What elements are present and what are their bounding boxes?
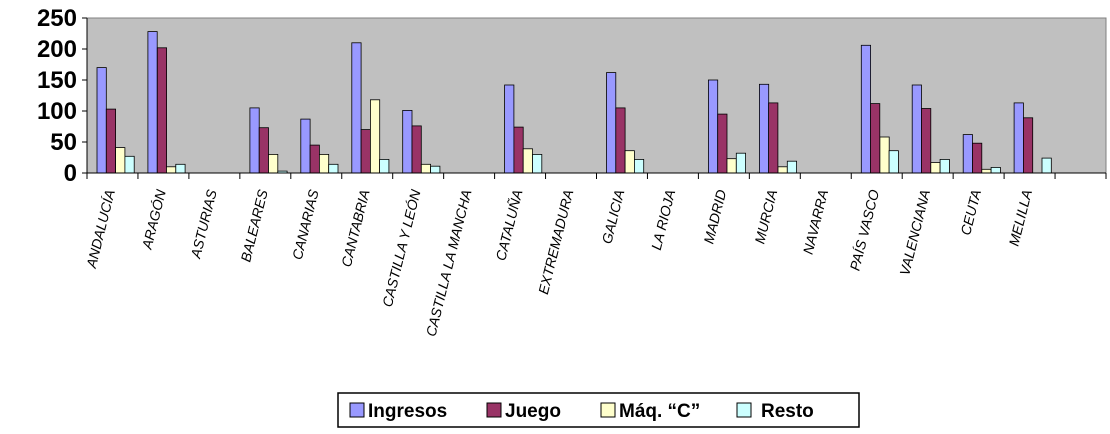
y-tick-label: 250 bbox=[37, 5, 77, 32]
x-tick-label: GALICIA bbox=[599, 188, 628, 245]
bar-juego-18 bbox=[1023, 117, 1034, 174]
bar-juego-6 bbox=[411, 125, 422, 174]
bar-resto-13 bbox=[786, 160, 797, 174]
bar-juego-13 bbox=[768, 102, 779, 174]
bar-ingresos-13 bbox=[759, 83, 770, 174]
x-tick-label: LA RIOJA bbox=[648, 188, 678, 252]
bar-ingresos-17 bbox=[962, 134, 973, 174]
bar-ingresos-8 bbox=[504, 84, 515, 174]
bar-resto-4 bbox=[328, 163, 339, 174]
bar-juego-17 bbox=[972, 142, 983, 174]
x-tick-label: MELILLA bbox=[1006, 188, 1035, 248]
bar-m-q-c--6 bbox=[420, 163, 431, 174]
bar-resto-10 bbox=[634, 158, 645, 174]
bar-m-q-c--10 bbox=[624, 150, 635, 174]
bar-resto-15 bbox=[888, 150, 899, 174]
bar-m-q-c--3 bbox=[268, 153, 279, 174]
bar-m-q-c--15 bbox=[879, 136, 890, 174]
bar-ingresos-12 bbox=[708, 79, 719, 174]
y-tick-label: 0 bbox=[64, 160, 77, 187]
x-tick-label: PAÍS VASCO bbox=[847, 188, 883, 273]
legend-label: Máq. “C” bbox=[619, 401, 700, 422]
bar-m-q-c--13 bbox=[777, 166, 788, 174]
bar-resto-1 bbox=[175, 163, 186, 174]
bar-ingresos-0 bbox=[96, 67, 107, 174]
bars-group bbox=[96, 31, 1052, 174]
bar-resto-5 bbox=[379, 158, 390, 174]
bar-juego-10 bbox=[615, 107, 626, 174]
x-tick-label: ARAGÓN bbox=[138, 187, 169, 252]
legend: Ingresos Juego Máq. “C” Resto bbox=[337, 392, 860, 428]
bar-resto-6 bbox=[430, 165, 441, 174]
legend-label: Resto bbox=[761, 401, 814, 422]
x-tick-label: VALENCIANA bbox=[896, 188, 933, 277]
bar-juego-8 bbox=[513, 126, 524, 174]
bar-m-q-c--8 bbox=[522, 148, 533, 174]
bar-ingresos-5 bbox=[351, 42, 362, 174]
y-axis: 0 50 100 150 200 250 bbox=[37, 5, 88, 187]
bar-resto-16 bbox=[939, 158, 950, 174]
x-axis: ANDALUCÍA ARAGÓN ASTURIAS BALEARES CANARIAS C… bbox=[83, 172, 1107, 338]
y-tick-label: 100 bbox=[37, 98, 77, 125]
legend-label: Juego bbox=[505, 401, 561, 422]
bar-ingresos-16 bbox=[911, 84, 922, 174]
x-tick-label: ANDALUCÍA bbox=[83, 188, 118, 271]
bar-ingresos-4 bbox=[300, 118, 311, 174]
x-tick-label: CANTABRIA bbox=[338, 188, 373, 269]
bar-ingresos-6 bbox=[402, 110, 413, 174]
bar-resto-0 bbox=[124, 155, 135, 174]
bar-m-q-c--16 bbox=[930, 162, 941, 174]
x-tick-label: CATALUÑA bbox=[492, 188, 525, 262]
legend-swatch-ingresos bbox=[349, 402, 365, 418]
bar-ingresos-15 bbox=[860, 44, 871, 174]
bar-m-q-c--1 bbox=[166, 166, 177, 174]
x-tick-label: CASTILLA LA MANCHA bbox=[423, 188, 475, 338]
x-tick-label: NAVARRA bbox=[800, 188, 832, 256]
bar-m-q-c--12 bbox=[726, 158, 737, 174]
bar-resto-18 bbox=[1041, 157, 1052, 174]
plot-area bbox=[86, 17, 1107, 174]
bar-juego-5 bbox=[360, 129, 371, 174]
x-tick-label: CASTILLA Y LEÓN bbox=[379, 187, 424, 309]
bar-m-q-c--0 bbox=[115, 147, 126, 174]
legend-swatch-m-q-c- bbox=[600, 402, 616, 418]
legend-swatch-juego bbox=[486, 402, 502, 418]
x-tick-label: BALEARES bbox=[237, 187, 271, 263]
x-tick-label: MADRID bbox=[700, 188, 729, 245]
x-tick-label: EXTREMADURA bbox=[535, 188, 576, 296]
bar-ingresos-10 bbox=[606, 72, 617, 174]
x-tick-label: CANARIAS bbox=[289, 187, 322, 261]
bar-m-q-c--4 bbox=[318, 153, 330, 174]
x-tick-label: ASTURIAS bbox=[187, 187, 220, 260]
bar-ingresos-18 bbox=[1013, 102, 1024, 174]
bar-resto-8 bbox=[532, 153, 543, 174]
legend-swatch-resto bbox=[736, 402, 752, 418]
bar-juego-3 bbox=[258, 127, 269, 174]
bar-juego-12 bbox=[717, 113, 728, 174]
y-tick-label: 150 bbox=[37, 67, 77, 94]
x-tick-label: CEUTA bbox=[957, 188, 984, 237]
legend-box bbox=[337, 392, 860, 428]
bar-resto-17 bbox=[990, 166, 1001, 174]
bar-juego-0 bbox=[105, 108, 117, 174]
bar-ingresos-3 bbox=[249, 107, 260, 174]
bar-m-q-c--5 bbox=[369, 99, 381, 174]
bar-m-q-c--17 bbox=[981, 168, 992, 174]
bar-resto-12 bbox=[735, 152, 746, 174]
x-tick-label: MURCIA bbox=[751, 188, 780, 245]
y-tick-label: 50 bbox=[50, 129, 77, 156]
legend-label: Ingresos bbox=[368, 401, 447, 422]
bar-juego-15 bbox=[870, 103, 881, 174]
bar-juego-16 bbox=[921, 108, 932, 174]
bar-ingresos-1 bbox=[147, 31, 158, 174]
y-tick-label: 200 bbox=[37, 36, 77, 63]
bar-juego-1 bbox=[156, 47, 168, 174]
bar-juego-4 bbox=[309, 144, 320, 174]
